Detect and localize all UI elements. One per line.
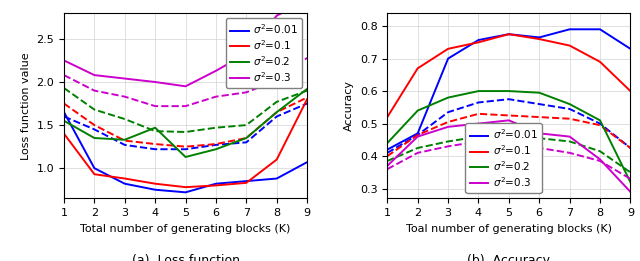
$\sigma^2$=0.01 (505, 33, 513, 36)
$\sigma^2$=0.1 (505, 33, 513, 36)
$\sigma^2$=0.1 (475, 41, 483, 44)
$\sigma^2$=0.01 (303, 161, 311, 164)
$\sigma^2$=0.2 (566, 103, 573, 106)
$\sigma^2$=0.3 (182, 85, 189, 88)
$\sigma^2$=0.3 (414, 135, 422, 138)
Text: (b)  Accuracy: (b) Accuracy (467, 254, 550, 261)
$\sigma^2$=0.1 (596, 60, 604, 63)
$\sigma^2$=0.2 (273, 111, 280, 114)
$\sigma^2$=0.2 (151, 126, 159, 129)
$\sigma^2$=0.01 (60, 111, 68, 114)
$\sigma^2$=0.3 (596, 158, 604, 161)
Y-axis label: Loss function value: Loss function value (21, 52, 31, 159)
Line: $\sigma^2$=0.2: $\sigma^2$=0.2 (64, 89, 307, 157)
$\sigma^2$=0.2 (383, 141, 391, 145)
$\sigma^2$=0.1 (90, 173, 98, 176)
$\sigma^2$=0.2 (596, 119, 604, 122)
Text: (a)  Loss function: (a) Loss function (132, 254, 239, 261)
$\sigma^2$=0.2 (536, 91, 543, 94)
$\sigma^2$=0.01 (212, 182, 220, 185)
$\sigma^2$=0.3 (90, 74, 98, 77)
$\sigma^2$=0.01 (121, 182, 129, 185)
$\sigma^2$=0.01 (273, 177, 280, 180)
$\sigma^2$=0.3 (212, 69, 220, 72)
$\sigma^2$=0.2 (60, 119, 68, 122)
$\sigma^2$=0.01 (566, 28, 573, 31)
Line: $\sigma^2$=0.01: $\sigma^2$=0.01 (64, 112, 307, 192)
$\sigma^2$=0.2 (475, 90, 483, 93)
$\sigma^2$=0.1 (121, 177, 129, 180)
$\sigma^2$=0.01 (536, 36, 543, 39)
$\sigma^2$=0.3 (383, 164, 391, 167)
Line: $\sigma^2$=0.3: $\sigma^2$=0.3 (387, 120, 630, 192)
$\sigma^2$=0.01 (596, 28, 604, 31)
$\sigma^2$=0.1 (182, 186, 189, 189)
$\sigma^2$=0.01 (627, 47, 634, 50)
$\sigma^2$=0.2 (243, 137, 250, 140)
$\sigma^2$=0.2 (121, 138, 129, 141)
$\sigma^2$=0.3 (444, 125, 452, 128)
Line: $\sigma^2$=0.1: $\sigma^2$=0.1 (64, 99, 307, 187)
X-axis label: Toal number of generating blocks (K): Toal number of generating blocks (K) (406, 224, 612, 234)
$\sigma^2$=0.3 (121, 77, 129, 80)
$\sigma^2$=0.01 (444, 57, 452, 60)
Y-axis label: Accuracy: Accuracy (344, 80, 355, 131)
$\sigma^2$=0.1 (627, 90, 634, 93)
$\sigma^2$=0.2 (627, 181, 634, 184)
$\sigma^2$=0.3 (60, 59, 68, 62)
$\sigma^2$=0.3 (151, 80, 159, 84)
$\sigma^2$=0.1 (243, 181, 250, 185)
$\sigma^2$=0.2 (414, 109, 422, 112)
$\sigma^2$=0.3 (303, 0, 311, 2)
$\sigma^2$=0.1 (60, 132, 68, 135)
$\sigma^2$=0.1 (536, 38, 543, 41)
$\sigma^2$=0.3 (536, 132, 543, 135)
$\sigma^2$=0.1 (212, 184, 220, 187)
$\sigma^2$=0.2 (90, 137, 98, 140)
Line: $\sigma^2$=0.2: $\sigma^2$=0.2 (387, 91, 630, 182)
$\sigma^2$=0.2 (444, 96, 452, 99)
$\sigma^2$=0.01 (90, 167, 98, 170)
$\sigma^2$=0.01 (151, 188, 159, 191)
$\sigma^2$=0.1 (273, 158, 280, 161)
$\sigma^2$=0.3 (273, 14, 280, 17)
$\sigma^2$=0.01 (383, 148, 391, 151)
$\sigma^2$=0.2 (212, 148, 220, 151)
X-axis label: Total number of generating blocks (K): Total number of generating blocks (K) (81, 224, 291, 234)
Line: $\sigma^2$=0.1: $\sigma^2$=0.1 (387, 34, 630, 117)
$\sigma^2$=0.1 (303, 98, 311, 101)
$\sigma^2$=0.2 (303, 87, 311, 91)
$\sigma^2$=0.01 (243, 180, 250, 183)
Line: $\sigma^2$=0.01: $\sigma^2$=0.01 (387, 29, 630, 150)
Line: $\sigma^2$=0.3: $\sigma^2$=0.3 (64, 0, 307, 86)
$\sigma^2$=0.1 (414, 67, 422, 70)
$\sigma^2$=0.3 (627, 190, 634, 193)
$\sigma^2$=0.01 (182, 191, 189, 194)
$\sigma^2$=0.3 (505, 119, 513, 122)
$\sigma^2$=0.3 (566, 135, 573, 138)
$\sigma^2$=0.01 (414, 132, 422, 135)
Legend: $\sigma^2$=0.01, $\sigma^2$=0.1, $\sigma^2$=0.2, $\sigma^2$=0.3: $\sigma^2$=0.01, $\sigma^2$=0.1, $\sigma… (465, 123, 541, 193)
$\sigma^2$=0.1 (566, 44, 573, 47)
$\sigma^2$=0.2 (182, 155, 189, 158)
$\sigma^2$=0.1 (151, 182, 159, 185)
$\sigma^2$=0.3 (475, 122, 483, 125)
$\sigma^2$=0.3 (243, 52, 250, 55)
$\sigma^2$=0.2 (505, 90, 513, 93)
$\sigma^2$=0.01 (475, 38, 483, 41)
$\sigma^2$=0.1 (444, 47, 452, 50)
$\sigma^2$=0.1 (383, 116, 391, 119)
Legend: $\sigma^2$=0.01, $\sigma^2$=0.1, $\sigma^2$=0.2, $\sigma^2$=0.3: $\sigma^2$=0.01, $\sigma^2$=0.1, $\sigma… (226, 18, 302, 88)
